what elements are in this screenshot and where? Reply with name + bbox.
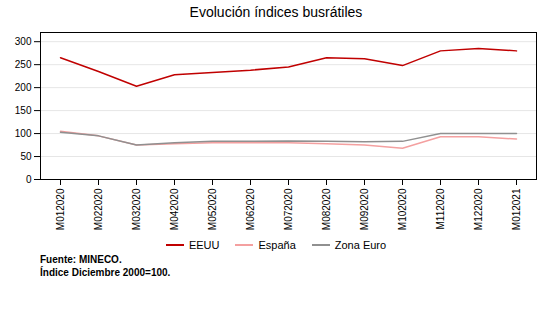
svg-text:M052020: M052020 bbox=[207, 188, 218, 230]
svg-text:M042020: M042020 bbox=[169, 188, 180, 230]
svg-text:M072020: M072020 bbox=[283, 188, 294, 230]
svg-text:M022020: M022020 bbox=[93, 188, 104, 230]
svg-text:M122020: M122020 bbox=[473, 188, 484, 230]
html-text:Zona Euro: Zona Euro bbox=[334, 239, 387, 251]
svg-text:100: 100 bbox=[15, 128, 32, 139]
svg-text:M102020: M102020 bbox=[397, 188, 408, 230]
svg-text:M032020: M032020 bbox=[131, 188, 142, 230]
html-text:España: España bbox=[258, 239, 296, 251]
svg-text:250: 250 bbox=[15, 59, 32, 70]
svg-text:M092020: M092020 bbox=[359, 188, 370, 230]
svg-text:M112020: M112020 bbox=[435, 188, 446, 229]
html-text:Índice Diciembre 2000=100.: Índice Diciembre 2000=100. bbox=[40, 267, 171, 278]
svg-text:50: 50 bbox=[20, 151, 32, 162]
svg-text:0: 0 bbox=[26, 174, 32, 185]
html-text:Evolución índices busrátiles: Evolución índices busrátiles bbox=[189, 4, 363, 20]
svg-text:M082020: M082020 bbox=[321, 188, 332, 230]
svg-text:150: 150 bbox=[15, 105, 32, 116]
html-text:Fuente: MINECO.: Fuente: MINECO. bbox=[40, 254, 122, 265]
svg-text:200: 200 bbox=[15, 82, 32, 93]
html-text:EEUU: EEUU bbox=[188, 239, 220, 251]
svg-text:M062020: M062020 bbox=[245, 188, 256, 230]
svg-text:M012021: M012021 bbox=[511, 188, 522, 230]
svg-text:300: 300 bbox=[15, 36, 32, 47]
svg-text:M012020: M012020 bbox=[55, 188, 66, 230]
